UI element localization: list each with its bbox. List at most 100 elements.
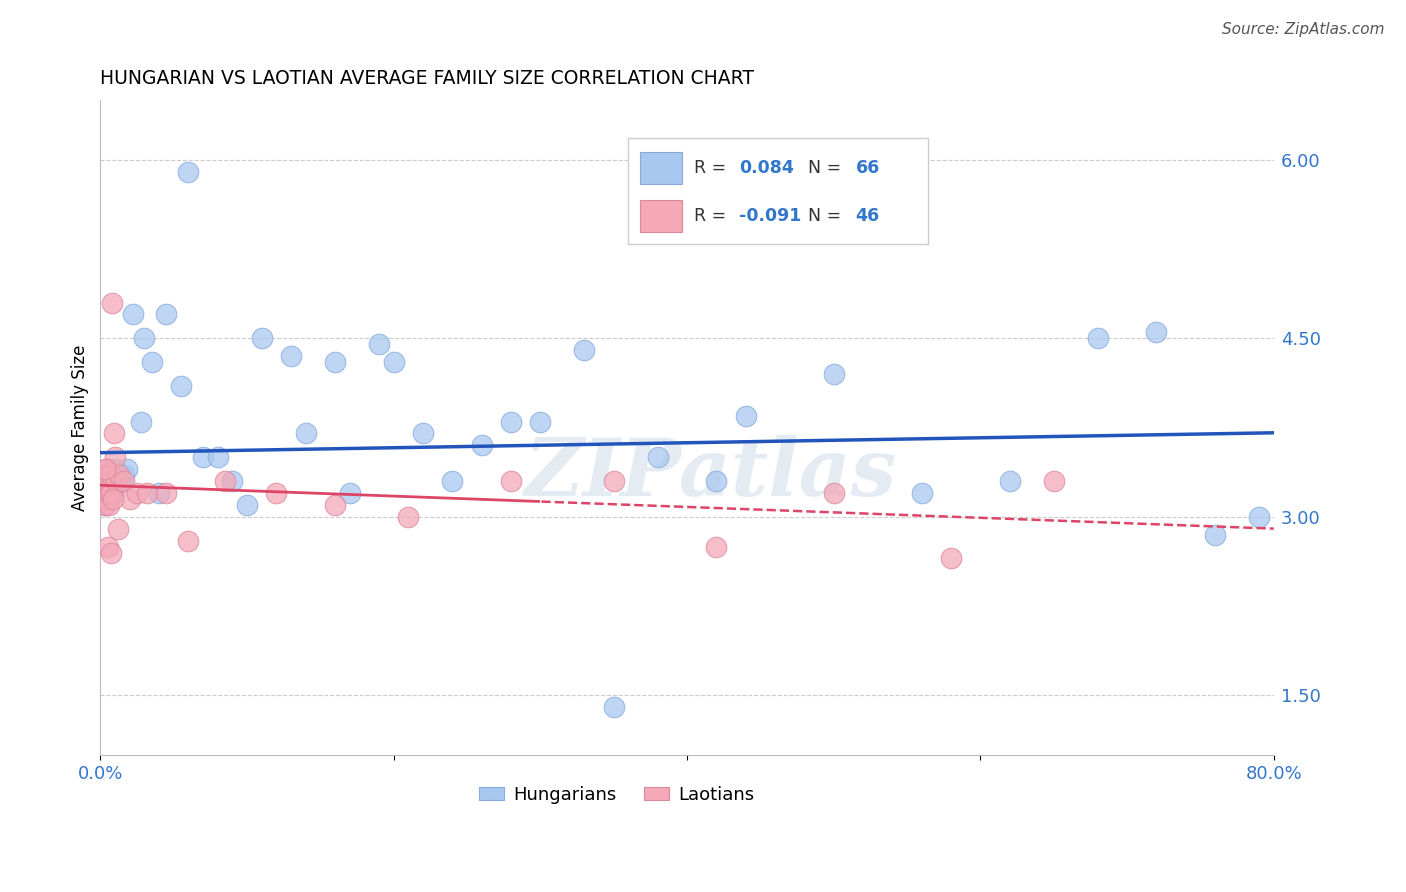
- Point: [100, 486, 122, 500]
- Point: [115, 462, 138, 476]
- Point: [96, 474, 118, 488]
- Point: [94, 462, 117, 476]
- Point: [1249, 509, 1271, 524]
- Point: [131, 415, 153, 429]
- Point: [101, 491, 124, 506]
- Point: [94, 486, 117, 500]
- Point: [100, 545, 122, 559]
- Point: [100, 486, 122, 500]
- Point: [148, 486, 170, 500]
- Point: [93, 491, 115, 506]
- Point: [105, 474, 128, 488]
- Point: [97, 498, 120, 512]
- Point: [96, 486, 118, 500]
- Point: [97, 540, 120, 554]
- Point: [323, 498, 346, 512]
- Point: [250, 331, 273, 345]
- Point: [266, 486, 288, 500]
- Point: [104, 474, 127, 488]
- Y-axis label: Average Family Size: Average Family Size: [72, 344, 89, 511]
- Point: [97, 486, 120, 500]
- Point: [412, 426, 434, 441]
- Point: [98, 480, 121, 494]
- Point: [96, 491, 118, 506]
- Point: [94, 480, 117, 494]
- Point: [529, 415, 551, 429]
- Point: [101, 295, 124, 310]
- Text: 46: 46: [856, 207, 880, 225]
- Point: [96, 491, 118, 506]
- Point: [93, 491, 115, 506]
- Point: [177, 533, 200, 548]
- Text: 66: 66: [856, 159, 880, 177]
- Point: [121, 308, 143, 322]
- Text: Source: ZipAtlas.com: Source: ZipAtlas.com: [1222, 22, 1385, 37]
- Point: [98, 486, 121, 500]
- Point: [214, 474, 236, 488]
- Point: [280, 349, 302, 363]
- Point: [602, 474, 624, 488]
- Point: [939, 551, 962, 566]
- Text: HUNGARIAN VS LAOTIAN AVERAGE FAMILY SIZE CORRELATION CHART: HUNGARIAN VS LAOTIAN AVERAGE FAMILY SIZE…: [100, 69, 755, 87]
- Point: [98, 480, 121, 494]
- Point: [94, 480, 117, 494]
- Point: [471, 438, 494, 452]
- Point: [191, 450, 214, 465]
- Point: [104, 450, 127, 465]
- Point: [97, 468, 120, 483]
- Point: [368, 337, 391, 351]
- Point: [96, 480, 118, 494]
- Point: [155, 486, 177, 500]
- Point: [323, 355, 346, 369]
- Legend: Hungarians, Laotians: Hungarians, Laotians: [472, 779, 762, 812]
- Point: [96, 462, 118, 476]
- Point: [499, 415, 522, 429]
- Point: [1204, 527, 1226, 541]
- Point: [103, 486, 125, 500]
- Text: N =: N =: [808, 159, 846, 177]
- Point: [110, 474, 132, 488]
- Text: N =: N =: [808, 207, 846, 225]
- Point: [155, 308, 177, 322]
- Point: [97, 474, 120, 488]
- Point: [112, 468, 135, 483]
- Point: [101, 474, 124, 488]
- Point: [706, 474, 728, 488]
- Point: [97, 486, 120, 500]
- Point: [382, 355, 405, 369]
- Point: [602, 700, 624, 714]
- Point: [136, 486, 159, 500]
- Point: [100, 474, 122, 488]
- Point: [1042, 474, 1064, 488]
- Point: [1087, 331, 1109, 345]
- Text: 0.084: 0.084: [738, 159, 794, 177]
- Point: [96, 462, 118, 476]
- Point: [207, 450, 229, 465]
- Bar: [640, 200, 682, 232]
- Point: [823, 367, 845, 381]
- Point: [97, 468, 120, 483]
- Text: -0.091: -0.091: [738, 207, 801, 225]
- Point: [170, 379, 193, 393]
- Point: [118, 491, 141, 506]
- Point: [98, 491, 121, 506]
- Point: [998, 474, 1021, 488]
- Point: [499, 474, 522, 488]
- Point: [911, 486, 934, 500]
- Point: [236, 498, 259, 512]
- Point: [107, 522, 129, 536]
- Point: [647, 450, 669, 465]
- Point: [177, 164, 200, 178]
- Point: [105, 462, 128, 476]
- Point: [339, 486, 361, 500]
- Point: [125, 486, 148, 500]
- Point: [441, 474, 464, 488]
- Point: [734, 409, 756, 423]
- Point: [221, 474, 243, 488]
- Point: [103, 426, 125, 441]
- Point: [823, 486, 845, 500]
- Point: [103, 468, 125, 483]
- Point: [94, 486, 117, 500]
- Bar: [640, 152, 682, 184]
- Point: [91, 486, 114, 500]
